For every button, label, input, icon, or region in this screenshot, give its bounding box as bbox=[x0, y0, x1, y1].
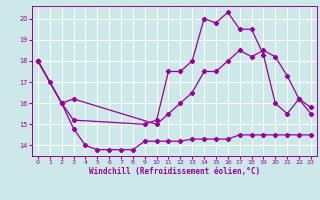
X-axis label: Windchill (Refroidissement éolien,°C): Windchill (Refroidissement éolien,°C) bbox=[89, 167, 260, 176]
